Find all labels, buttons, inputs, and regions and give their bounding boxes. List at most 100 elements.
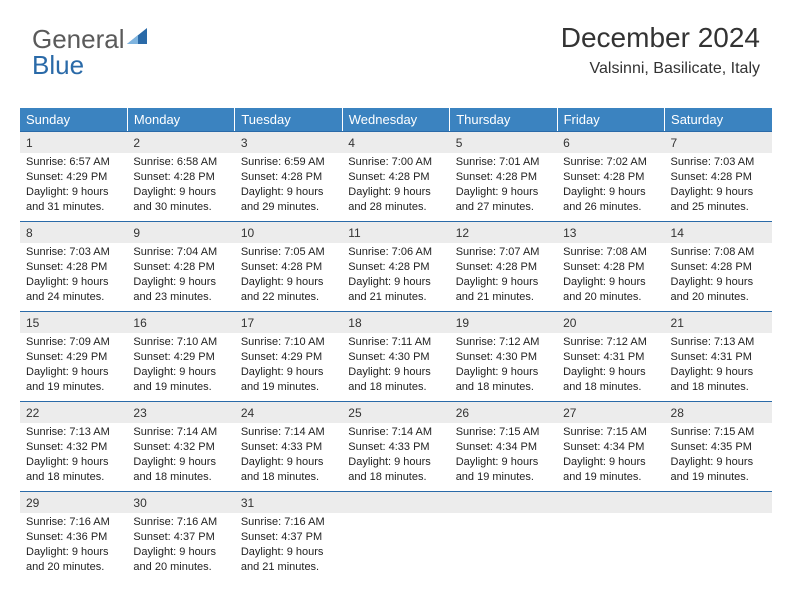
sunrise-line: Sunrise: 7:08 AM <box>563 245 658 260</box>
sunrise-line: Sunrise: 7:05 AM <box>241 245 336 260</box>
sunset-line: Sunset: 4:28 PM <box>348 170 443 185</box>
sunrise-line: Sunrise: 7:10 AM <box>241 335 336 350</box>
sunset-line: Sunset: 4:34 PM <box>563 440 658 455</box>
day-number: 24 <box>235 401 342 423</box>
daylight-line: Daylight: 9 hours and 22 minutes. <box>241 275 336 305</box>
day-number: 1 <box>20 131 127 153</box>
calendar-cell: 31Sunrise: 7:16 AMSunset: 4:37 PMDayligh… <box>235 491 342 581</box>
calendar-cell: . <box>450 491 557 581</box>
day-body: Sunrise: 7:02 AMSunset: 4:28 PMDaylight:… <box>557 153 664 218</box>
day-number: 30 <box>127 491 234 513</box>
daylight-line: Daylight: 9 hours and 20 minutes. <box>133 545 228 575</box>
day-number: 23 <box>127 401 234 423</box>
sunrise-line: Sunrise: 7:15 AM <box>456 425 551 440</box>
weekday-header: Wednesday <box>342 108 449 131</box>
sunset-line: Sunset: 4:29 PM <box>133 350 228 365</box>
day-number: 16 <box>127 311 234 333</box>
day-body: Sunrise: 7:12 AMSunset: 4:31 PMDaylight:… <box>557 333 664 398</box>
sunrise-line: Sunrise: 7:09 AM <box>26 335 121 350</box>
sunset-line: Sunset: 4:28 PM <box>671 170 766 185</box>
day-number: 20 <box>557 311 664 333</box>
day-body: Sunrise: 7:08 AMSunset: 4:28 PMDaylight:… <box>665 243 772 308</box>
sunset-line: Sunset: 4:28 PM <box>348 260 443 275</box>
day-number: 7 <box>665 131 772 153</box>
sunrise-line: Sunrise: 7:07 AM <box>456 245 551 260</box>
day-number: 12 <box>450 221 557 243</box>
sunrise-line: Sunrise: 7:14 AM <box>348 425 443 440</box>
day-number: 25 <box>342 401 449 423</box>
calendar-cell: 22Sunrise: 7:13 AMSunset: 4:32 PMDayligh… <box>20 401 127 491</box>
calendar-cell: 26Sunrise: 7:15 AMSunset: 4:34 PMDayligh… <box>450 401 557 491</box>
day-body: Sunrise: 7:01 AMSunset: 4:28 PMDaylight:… <box>450 153 557 218</box>
calendar-cell: . <box>342 491 449 581</box>
day-body: Sunrise: 7:03 AMSunset: 4:28 PMDaylight:… <box>665 153 772 218</box>
sunrise-line: Sunrise: 7:08 AM <box>671 245 766 260</box>
sunset-line: Sunset: 4:32 PM <box>133 440 228 455</box>
calendar-cell: 10 Sunrise: 7:05 AMSunset: 4:28 PMDayligh… <box>235 221 342 311</box>
calendar-cell: 5Sunrise: 7:01 AMSunset: 4:28 PMDaylight… <box>450 131 557 221</box>
daylight-line: Daylight: 9 hours and 30 minutes. <box>133 185 228 215</box>
day-body: Sunrise: 7:16 AMSunset: 4:37 PMDaylight:… <box>127 513 234 578</box>
daylight-line: Daylight: 9 hours and 20 minutes. <box>563 275 658 305</box>
day-number: 31 <box>235 491 342 513</box>
sunset-line: Sunset: 4:28 PM <box>456 170 551 185</box>
sunrise-line: Sunrise: 7:11 AM <box>348 335 443 350</box>
sunset-line: Sunset: 4:28 PM <box>241 170 336 185</box>
daylight-line: Daylight: 9 hours and 20 minutes. <box>671 275 766 305</box>
sunrise-line: Sunrise: 6:59 AM <box>241 155 336 170</box>
calendar-cell: 11Sunrise: 7:06 AMSunset: 4:28 PMDayligh… <box>342 221 449 311</box>
day-number: 17 <box>235 311 342 333</box>
weekday-header: Friday <box>557 108 664 131</box>
calendar-body: 1Sunrise: 6:57 AMSunset: 4:29 PMDaylight… <box>20 131 772 581</box>
calendar-cell: 24Sunrise: 7:14 AMSunset: 4:33 PMDayligh… <box>235 401 342 491</box>
day-body: Sunrise: 7:14 AMSunset: 4:33 PMDaylight:… <box>342 423 449 488</box>
calendar-cell: 4Sunrise: 7:00 AMSunset: 4:28 PMDaylight… <box>342 131 449 221</box>
sunrise-line: Sunrise: 7:13 AM <box>671 335 766 350</box>
day-number: 18 <box>342 311 449 333</box>
sunset-line: Sunset: 4:28 PM <box>671 260 766 275</box>
day-body: Sunrise: 7:13 AMSunset: 4:31 PMDaylight:… <box>665 333 772 398</box>
day-body: Sunrise: 7:16 AMSunset: 4:36 PMDaylight:… <box>20 513 127 578</box>
logo: General Blue <box>32 24 149 78</box>
day-number-empty: . <box>665 491 772 513</box>
calendar-cell: 19Sunrise: 7:12 AMSunset: 4:30 PMDayligh… <box>450 311 557 401</box>
daylight-line: Daylight: 9 hours and 18 minutes. <box>563 365 658 395</box>
sunrise-line: Sunrise: 6:57 AM <box>26 155 121 170</box>
daylight-line: Daylight: 9 hours and 18 minutes. <box>348 365 443 395</box>
day-number-empty: . <box>342 491 449 513</box>
daylight-line: Daylight: 9 hours and 19 minutes. <box>133 365 228 395</box>
sunrise-line: Sunrise: 7:16 AM <box>241 515 336 530</box>
sunset-line: Sunset: 4:33 PM <box>348 440 443 455</box>
weekday-header: Saturday <box>665 108 772 131</box>
day-number: 10 <box>235 221 342 243</box>
day-number: 2 <box>127 131 234 153</box>
calendar-cell: 30Sunrise: 7:16 AMSunset: 4:37 PMDayligh… <box>127 491 234 581</box>
daylight-line: Daylight: 9 hours and 23 minutes. <box>133 275 228 305</box>
sunset-line: Sunset: 4:28 PM <box>563 170 658 185</box>
sunrise-line: Sunrise: 7:15 AM <box>563 425 658 440</box>
calendar-cell: 23Sunrise: 7:14 AMSunset: 4:32 PMDayligh… <box>127 401 234 491</box>
calendar-row: 29Sunrise: 7:16 AMSunset: 4:36 PMDayligh… <box>20 491 772 581</box>
page-location: Valsinni, Basilicate, Italy <box>561 60 760 78</box>
page-title: December 2024 <box>561 22 760 54</box>
calendar-cell: 7Sunrise: 7:03 AMSunset: 4:28 PMDaylight… <box>665 131 772 221</box>
sunset-line: Sunset: 4:33 PM <box>241 440 336 455</box>
calendar-cell: 25Sunrise: 7:14 AMSunset: 4:33 PMDayligh… <box>342 401 449 491</box>
weekday-header-row: Sunday Monday Tuesday Wednesday Thursday… <box>20 108 772 131</box>
day-body: Sunrise: 7:12 AMSunset: 4:30 PMDaylight:… <box>450 333 557 398</box>
sunset-line: Sunset: 4:28 PM <box>563 260 658 275</box>
sunrise-line: Sunrise: 7:02 AM <box>563 155 658 170</box>
sunset-line: Sunset: 4:28 PM <box>241 260 336 275</box>
day-number: 15 <box>20 311 127 333</box>
calendar-cell: 13Sunrise: 7:08 AMSunset: 4:28 PMDayligh… <box>557 221 664 311</box>
calendar-cell: 17Sunrise: 7:10 AMSunset: 4:29 PMDayligh… <box>235 311 342 401</box>
daylight-line: Daylight: 9 hours and 31 minutes. <box>26 185 121 215</box>
daylight-line: Daylight: 9 hours and 18 minutes. <box>26 455 121 485</box>
calendar-cell: 3Sunrise: 6:59 AMSunset: 4:28 PMDaylight… <box>235 131 342 221</box>
day-body: Sunrise: 7:14 AMSunset: 4:33 PMDaylight:… <box>235 423 342 488</box>
sunset-line: Sunset: 4:31 PM <box>563 350 658 365</box>
daylight-line: Daylight: 9 hours and 19 minutes. <box>563 455 658 485</box>
day-body: Sunrise: 7:14 AMSunset: 4:32 PMDaylight:… <box>127 423 234 488</box>
daylight-line: Daylight: 9 hours and 18 minutes. <box>456 365 551 395</box>
calendar-table: Sunday Monday Tuesday Wednesday Thursday… <box>20 108 772 581</box>
